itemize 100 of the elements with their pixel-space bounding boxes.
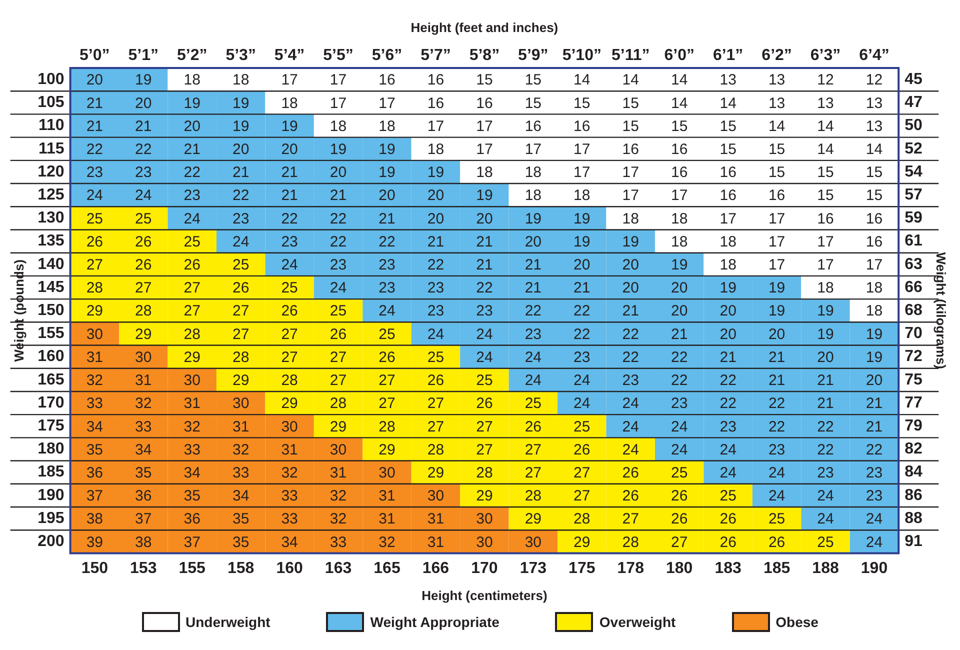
- data-label: 15: [671, 118, 688, 135]
- y2-tick-label: 45: [904, 70, 922, 88]
- data-label: 14: [720, 94, 736, 112]
- data-label: 24: [671, 441, 688, 458]
- data-label: 21: [184, 141, 200, 158]
- y2-axis-title: Weight (kilograms): [934, 252, 949, 369]
- y-tick-label: 150: [38, 302, 64, 320]
- data-label: 22: [720, 372, 736, 390]
- y-tick-label: 130: [38, 210, 64, 227]
- data-label: 18: [671, 233, 688, 250]
- data-label: 22: [232, 187, 250, 204]
- y2-tick-label: 57: [904, 186, 922, 204]
- data-label: 20: [622, 256, 639, 274]
- data-label: 19: [866, 326, 883, 343]
- data-label: 29: [281, 395, 298, 412]
- x-axis-title: Height (centimeters): [422, 588, 548, 603]
- data-label: 28: [378, 418, 396, 436]
- data-label: 17: [866, 256, 883, 274]
- data-label: 25: [427, 348, 444, 366]
- data-label: 25: [524, 395, 542, 412]
- y-tick-label: 180: [38, 440, 64, 458]
- data-label: 17: [476, 118, 493, 135]
- data-label: 31: [378, 488, 396, 505]
- y-tick-label: 160: [38, 348, 64, 366]
- data-label: 20: [768, 326, 786, 343]
- data-label: 22: [476, 280, 493, 297]
- y2-tick-label: 86: [904, 486, 922, 504]
- data-label: 18: [184, 72, 200, 89]
- data-label: 23: [378, 256, 396, 274]
- data-label: 18: [524, 164, 542, 182]
- data-label: 30: [427, 488, 444, 505]
- data-label: 18: [524, 187, 542, 204]
- y2-tick-label: 63: [904, 256, 922, 273]
- data-label: 19: [671, 256, 688, 274]
- data-label: 32: [281, 464, 298, 482]
- data-label: 16: [476, 94, 493, 112]
- data-label: 13: [768, 94, 786, 112]
- data-label: 30: [476, 534, 493, 551]
- data-label: 18: [671, 210, 688, 228]
- data-label: 34: [86, 418, 103, 436]
- data-label: 37: [135, 510, 152, 528]
- text: 5’6”: [372, 47, 402, 64]
- data-label: 39: [86, 534, 103, 551]
- data-label: 24: [330, 280, 347, 297]
- data-label: 26: [427, 372, 444, 390]
- data-label: 16: [866, 210, 883, 228]
- data-label: 17: [768, 256, 786, 274]
- data-label: 26: [476, 395, 493, 412]
- data-label: 24: [281, 256, 298, 274]
- y2-tick-label: 70: [904, 325, 922, 342]
- data-label: 27: [378, 395, 396, 412]
- text: 6’4”: [859, 47, 890, 64]
- data-label: 23: [476, 302, 493, 320]
- data-label: 25: [378, 326, 396, 343]
- data-label: 27: [281, 348, 298, 366]
- data-label: 26: [671, 488, 688, 505]
- data-label: 32: [378, 534, 396, 551]
- data-label: 20: [720, 326, 736, 343]
- data-label: 28: [476, 464, 493, 482]
- data-label: 28: [330, 395, 347, 412]
- data-label: 29: [476, 488, 493, 505]
- data-label: 22: [184, 164, 200, 182]
- data-label: 19: [768, 280, 786, 297]
- data-label: 26: [184, 256, 200, 274]
- data-label: 34: [135, 441, 152, 458]
- data-label: 20: [671, 302, 688, 320]
- data-label: 19: [378, 141, 396, 158]
- data-label: 21: [330, 187, 347, 204]
- data-label: 26: [86, 233, 103, 250]
- data-label: 17: [720, 210, 736, 228]
- data-label: 24: [622, 418, 639, 436]
- data-label: 37: [184, 534, 200, 551]
- data-label: 25: [817, 534, 834, 551]
- data-label: 15: [622, 118, 639, 135]
- data-label: 25: [574, 418, 590, 436]
- data-label: 16: [427, 72, 444, 89]
- data-label: 17: [768, 233, 786, 250]
- data-label: 20: [184, 118, 200, 135]
- y2-tick-label: 66: [904, 278, 922, 296]
- data-label: 24: [768, 488, 786, 505]
- data-label: 22: [768, 395, 786, 412]
- data-label: 31: [184, 395, 200, 412]
- data-label: 20: [232, 141, 250, 158]
- data-label: 16: [671, 164, 688, 182]
- y2-tick-label: 79: [904, 418, 922, 435]
- data-label: 21: [524, 256, 542, 274]
- data-label: 23: [768, 441, 786, 458]
- data-label: 32: [86, 372, 103, 390]
- y2-tick-label: 54: [904, 163, 922, 180]
- data-label: 27: [524, 441, 542, 458]
- x-tick-label: 175: [568, 560, 596, 578]
- data-label: 22: [135, 141, 152, 158]
- y-tick-label: 175: [38, 418, 64, 435]
- data-label: 15: [524, 72, 542, 89]
- data-label: 35: [232, 534, 250, 551]
- text: 6’1”: [712, 47, 744, 64]
- data-label: 14: [622, 72, 639, 89]
- data-label: 29: [232, 372, 250, 390]
- data-label: 23: [427, 302, 444, 320]
- data-label: 21: [281, 164, 298, 182]
